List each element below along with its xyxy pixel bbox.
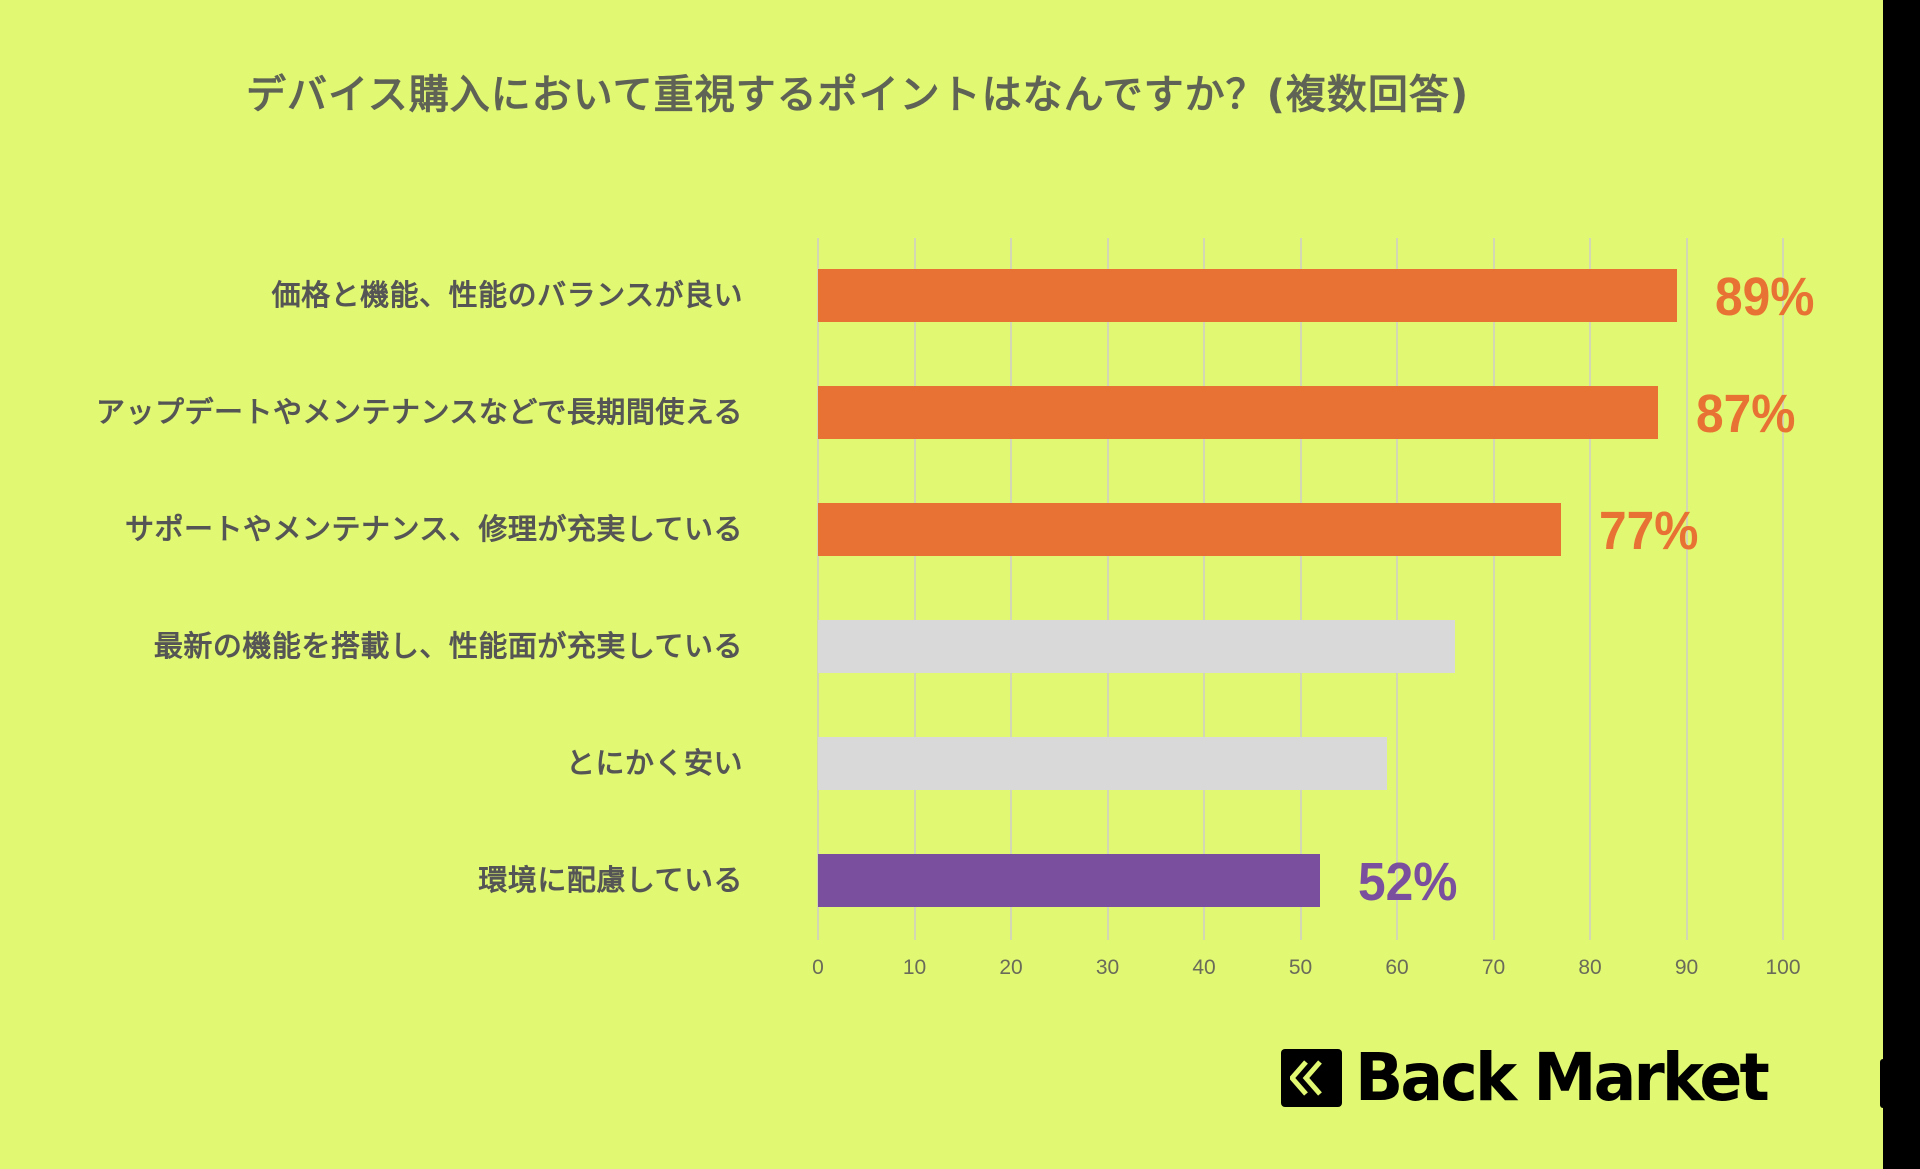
bar	[818, 503, 1562, 556]
x-tick-label: 70	[1481, 956, 1506, 979]
x-tick-label: 30	[1095, 956, 1120, 979]
gridline	[1106, 238, 1109, 940]
gridline	[1589, 238, 1591, 940]
category-label: 最新の機能を搭載し、性能面が充実している	[153, 629, 743, 663]
category-label: とにかく安い	[565, 746, 743, 780]
bar-value-label: 87%	[1695, 384, 1795, 444]
gridline	[913, 238, 916, 940]
bar	[818, 386, 1658, 439]
bar	[818, 854, 1320, 907]
gridline	[1010, 238, 1012, 940]
gridline	[1782, 238, 1784, 940]
x-tick-label: 0	[812, 956, 824, 979]
chart-title: デバイス購入において重視するポイントはなんですか？(複数回答)	[246, 72, 1470, 118]
x-tick-label: 80	[1578, 956, 1602, 979]
bar-value-label: 77%	[1599, 501, 1699, 561]
bar-value-label: 52%	[1357, 852, 1458, 912]
x-tick-label: 50	[1288, 956, 1313, 979]
x-tick-label: 100	[1765, 956, 1801, 979]
category-label: 環境に配慮している	[478, 863, 743, 897]
x-tick-label: 90	[1674, 956, 1699, 979]
brand-name: Back Market	[1355, 1039, 1770, 1116]
brand-logo: Back Market	[1281, 1039, 1784, 1116]
double-chevron-left-icon	[1281, 1049, 1342, 1107]
category-label: 価格と機能、性能のバランスが良い	[271, 278, 743, 312]
bar	[818, 737, 1388, 790]
category-label: サポートやメンテナンス、修理が充実している	[124, 512, 743, 546]
x-tick-label: 40	[1192, 956, 1216, 979]
gridline	[1299, 238, 1302, 940]
gridline	[1396, 238, 1398, 940]
gridline	[1203, 238, 1205, 940]
gridline	[817, 238, 819, 940]
gridline	[1492, 238, 1495, 940]
bar	[818, 269, 1677, 322]
gridline	[1685, 238, 1688, 940]
plot-area: 89% 87% 77% 52%	[817, 238, 1814, 940]
category-label: アップデートやメンテナンスなどで長期間使える	[96, 395, 743, 429]
screen-edge-tab	[1880, 1059, 1886, 1108]
x-tick-label: 10	[902, 956, 927, 979]
x-tick-label: 20	[999, 956, 1023, 979]
bar	[818, 620, 1455, 673]
x-tick-label: 60	[1385, 956, 1409, 979]
bar-value-label: 89%	[1714, 267, 1815, 327]
